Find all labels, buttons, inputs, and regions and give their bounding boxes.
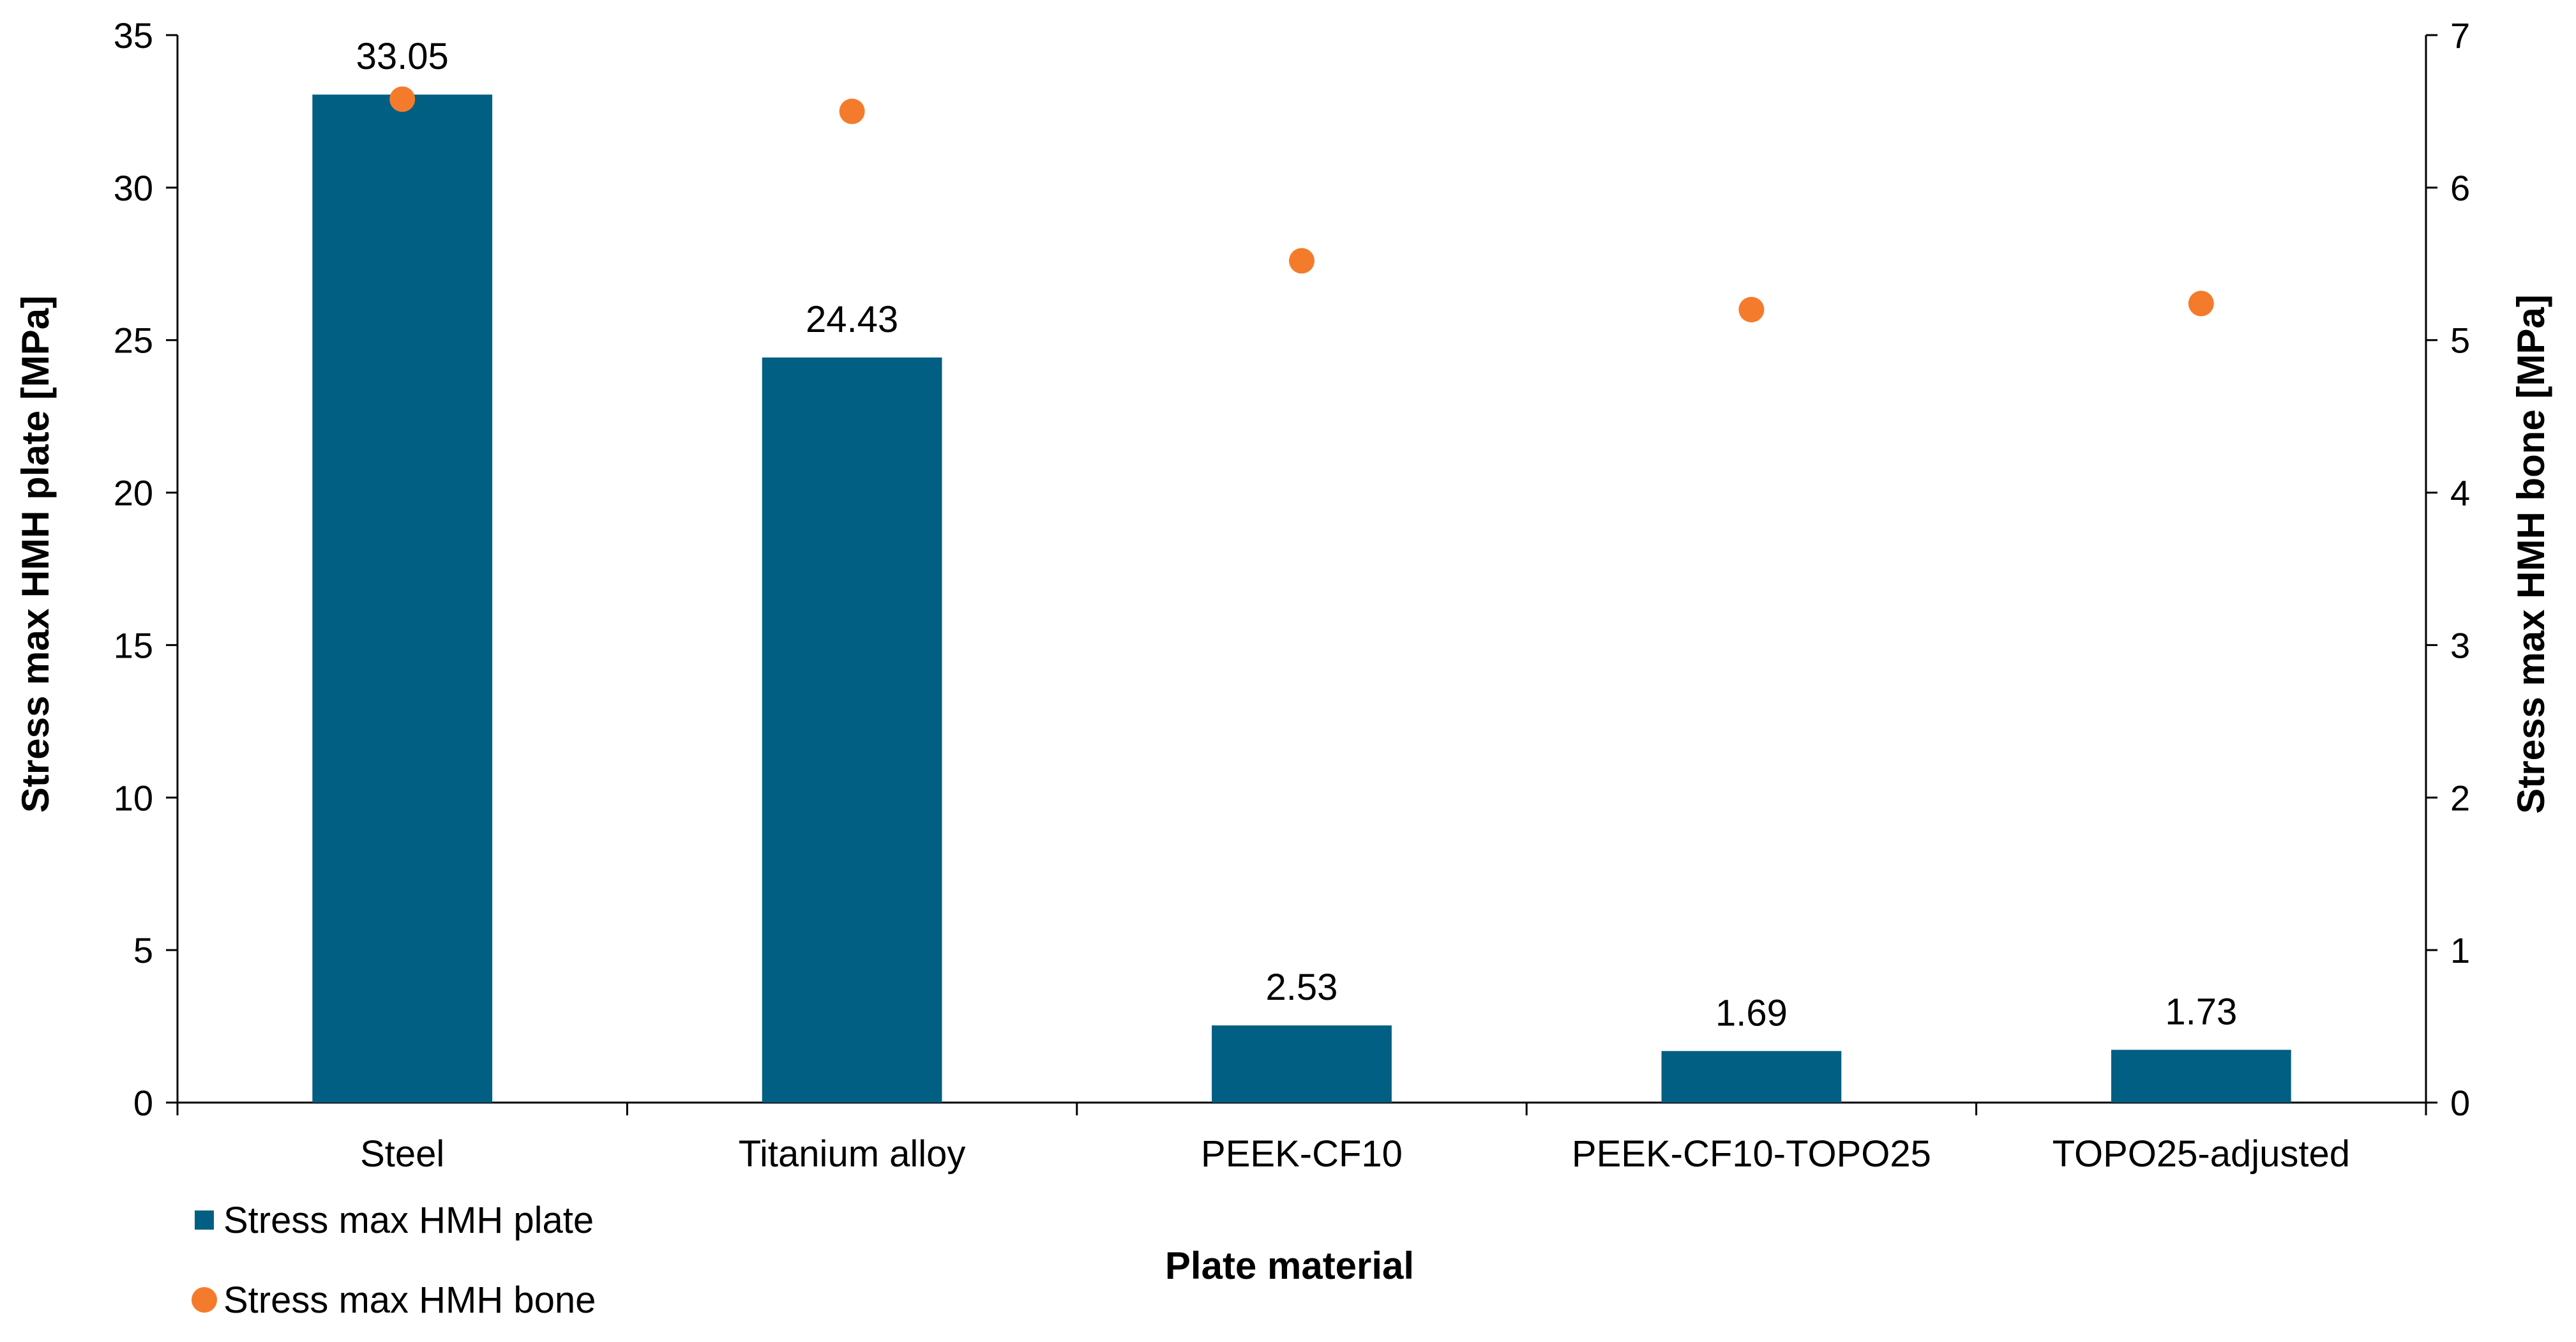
scatter-point — [839, 98, 865, 124]
legend-label-plate: Stress max HMH plate — [223, 1200, 594, 1241]
bar — [1661, 1051, 1842, 1103]
y-tick-label-left: 5 — [133, 930, 153, 970]
x-tick-label: Steel — [360, 1133, 444, 1175]
scatter-point — [389, 86, 416, 112]
bar — [312, 94, 493, 1103]
y-tick-label-right: 5 — [2450, 320, 2470, 361]
y-tick-label-left: 20 — [114, 473, 153, 513]
bar — [1212, 1025, 1392, 1103]
data-labels: 33.05 24.43 2.53 1.69 1.73 — [356, 36, 2238, 1034]
legend-swatch-plate — [195, 1210, 214, 1230]
y-tick-label-right: 7 — [2450, 15, 2470, 56]
y-tick-label-right: 6 — [2450, 168, 2470, 208]
scatter-point — [1738, 296, 1765, 322]
axes: 0 5 10 15 20 25 30 35 0 1 2 3 4 5 6 7 Steel Titanium allo… — [114, 15, 2470, 1175]
x-axis-title: Plate material — [1165, 1244, 1414, 1287]
x-tick-label: TOPO25-adjusted — [2053, 1133, 2350, 1175]
bar-data-label: 1.69 — [1715, 992, 1788, 1034]
bar-data-label: 24.43 — [806, 299, 898, 340]
y-tick-label-right: 1 — [2450, 930, 2470, 970]
bar-series — [312, 94, 2291, 1103]
bar — [762, 357, 942, 1103]
y-tick-label-left: 15 — [114, 625, 153, 665]
x-tick-label: PEEK-CF10 — [1201, 1133, 1403, 1175]
y-tick-label-right: 4 — [2450, 473, 2470, 513]
y-tick-label-left: 25 — [114, 320, 153, 361]
legend-label-bone: Stress max HMH bone — [223, 1279, 596, 1321]
y-axis-title-right: Stress max HMH bone [MPa] — [2510, 294, 2552, 814]
x-tick-label: Titanium alloy — [739, 1133, 966, 1175]
y-tick-label-right: 3 — [2450, 625, 2470, 665]
y-tick-label-left: 30 — [114, 168, 153, 208]
y-tick-label-right: 2 — [2450, 778, 2470, 818]
scatter-series — [389, 86, 2214, 322]
y-tick-label-left: 0 — [133, 1083, 153, 1123]
y-tick-label-left: 35 — [114, 15, 153, 56]
y-tick-label-right: 0 — [2450, 1083, 2470, 1123]
legend: Stress max HMH plate Stress max HMH bone — [192, 1200, 596, 1321]
legend-swatch-bone — [192, 1287, 217, 1313]
scatter-point — [1289, 248, 1314, 274]
bar-data-label: 1.73 — [2165, 991, 2237, 1032]
y-tick-label-left: 10 — [114, 778, 153, 818]
bar-data-label: 33.05 — [356, 36, 449, 77]
scatter-point — [2188, 290, 2214, 317]
y-axis-title-left: Stress max HMH plate [MPa] — [14, 296, 57, 813]
bar-data-label: 2.53 — [1266, 967, 1338, 1008]
bar — [2111, 1050, 2291, 1103]
x-tick-label: PEEK-CF10-TOPO25 — [1572, 1133, 1931, 1175]
